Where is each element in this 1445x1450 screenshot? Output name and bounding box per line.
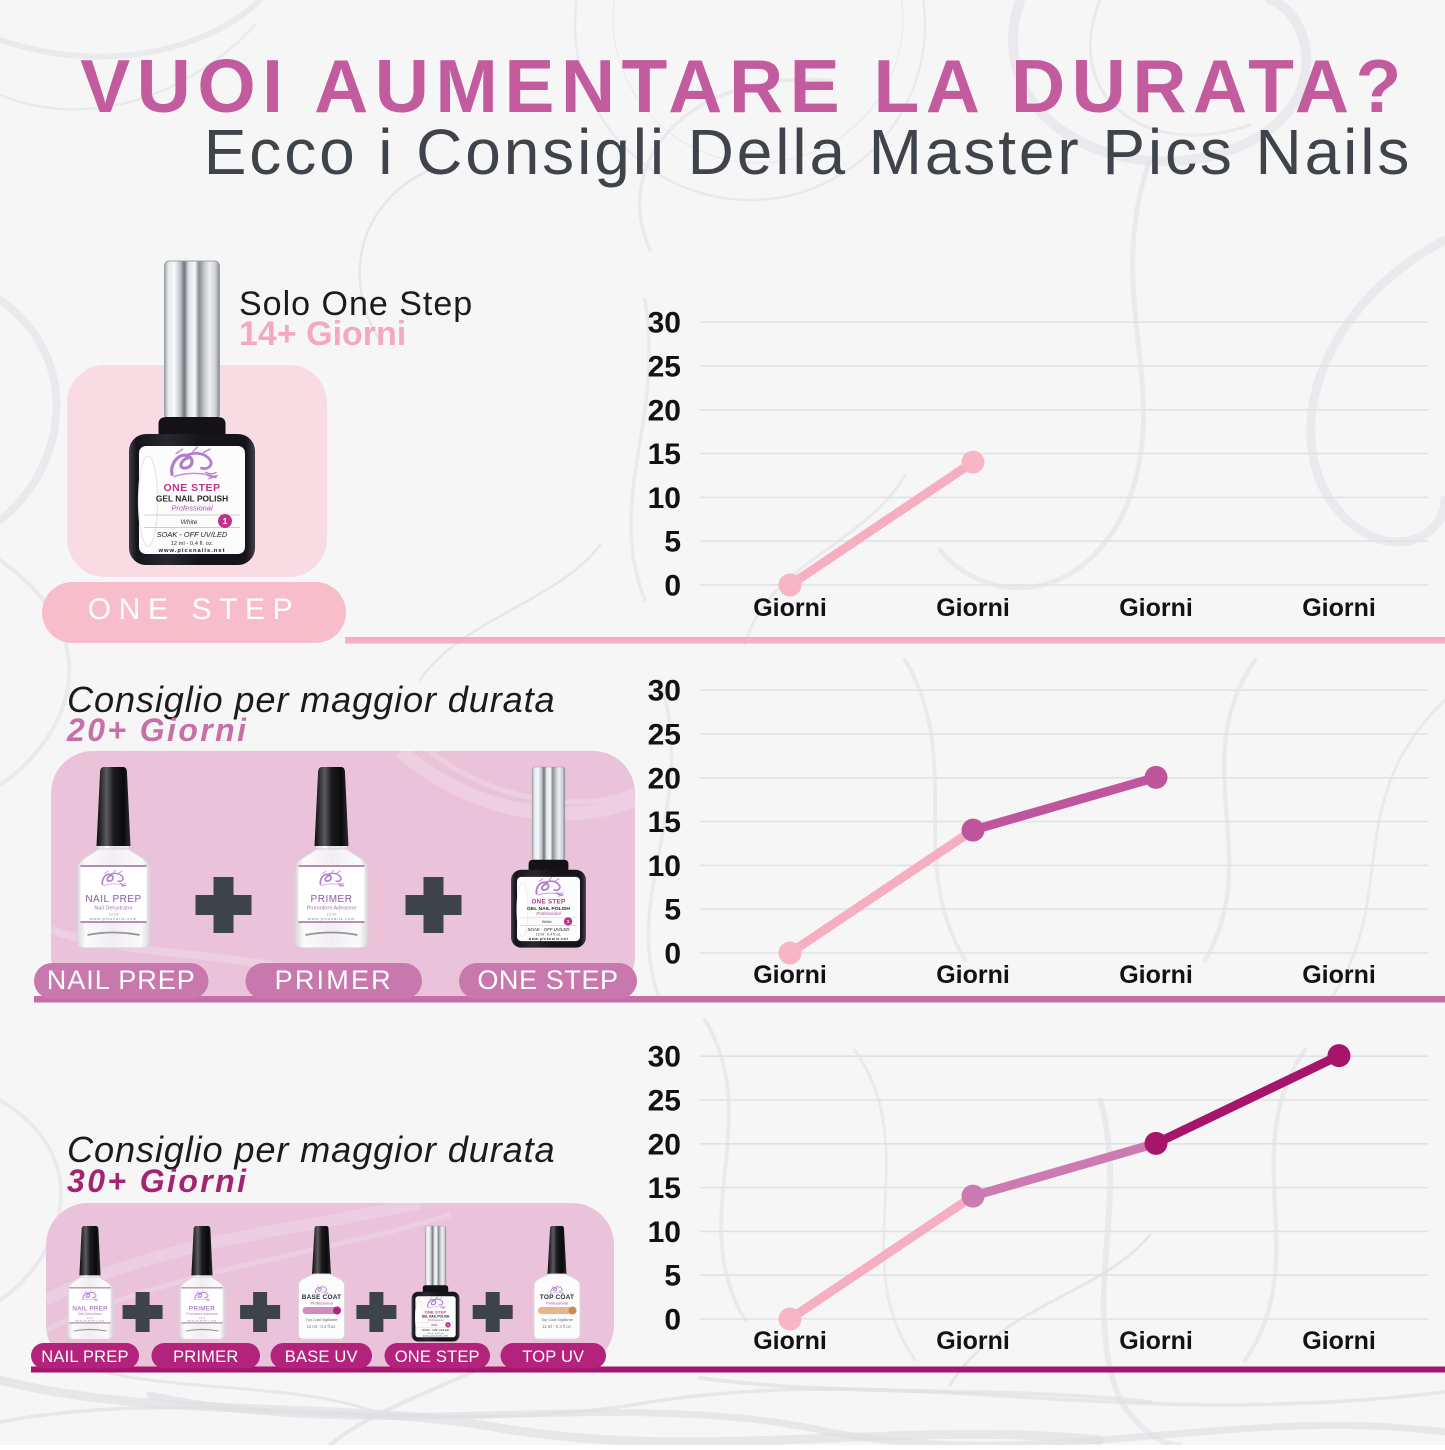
svg-text:Professional: Professional (428, 1318, 444, 1322)
svg-text:Professional: Professional (310, 1301, 332, 1306)
svg-text:5: 5 (664, 526, 681, 559)
svg-text:12 ml - 0,4 fl. oz.: 12 ml - 0,4 fl. oz. (536, 933, 561, 937)
svg-text:PRIMER: PRIMER (189, 1305, 215, 1312)
svg-text:0: 0 (664, 570, 681, 603)
svg-text:White: White (542, 920, 552, 924)
svg-text:SOAK - OFF UV/LED: SOAK - OFF UV/LED (528, 927, 571, 932)
svg-text:Giorni: Giorni (1302, 1327, 1376, 1355)
svg-text:12 ml - 0,4 fl. oz.: 12 ml - 0,4 fl. oz. (427, 1333, 444, 1335)
svg-text:www.picsnails.net: www.picsnails.net (528, 937, 569, 941)
svg-text:NAIL PREP: NAIL PREP (41, 1348, 128, 1366)
svg-text:Nail Dehydrator: Nail Dehydrator (78, 1312, 103, 1316)
svg-text:NAIL PREP: NAIL PREP (47, 965, 196, 995)
svg-text:ONE STEP: ONE STEP (88, 593, 301, 626)
svg-text:GEL NAIL POLISH: GEL NAIL POLISH (156, 494, 228, 504)
svg-text:BASE UV: BASE UV (285, 1348, 358, 1366)
svg-text:10: 10 (648, 1216, 681, 1249)
svg-text:15: 15 (648, 806, 681, 839)
svg-text:White: White (431, 1324, 438, 1327)
svg-text:0: 0 (664, 938, 681, 971)
svg-text:20: 20 (648, 394, 681, 427)
svg-text:15: 15 (648, 438, 681, 471)
svg-text:Consiglio per maggior durata: Consiglio per maggior durata (67, 679, 555, 720)
svg-text:NAIL PREP: NAIL PREP (72, 1305, 107, 1312)
svg-text:12 ml - 0,4 fl.oz.: 12 ml - 0,4 fl.oz. (307, 1324, 337, 1329)
svg-text:12 ml - 0,4 fl.oz.: 12 ml - 0,4 fl.oz. (542, 1324, 572, 1329)
svg-text:Giorni: Giorni (936, 1327, 1010, 1355)
svg-text:14+ Giorni: 14+ Giorni (239, 315, 406, 353)
svg-text:Consiglio per maggior durata: Consiglio per maggior durata (67, 1129, 555, 1170)
svg-text:Giorni: Giorni (1119, 961, 1193, 989)
svg-text:12 ml: 12 ml (87, 1317, 94, 1320)
svg-text:Ecco i Consigli Della Master P: Ecco i Consigli Della Master Pics Nails (204, 116, 1413, 188)
svg-text:Giorni: Giorni (936, 594, 1010, 622)
svg-text:ONE STEP: ONE STEP (532, 899, 566, 906)
svg-text:SOAK - OFF UV/LED: SOAK - OFF UV/LED (157, 530, 228, 539)
svg-text:5: 5 (664, 894, 681, 927)
svg-text:1: 1 (567, 919, 570, 925)
svg-text:NAIL PREP: NAIL PREP (85, 894, 141, 905)
svg-text:VUOI AUMENTARE LA DURATA?: VUOI AUMENTARE LA DURATA? (80, 44, 1408, 128)
svg-text:Nail Dehydrator: Nail Dehydrator (94, 906, 132, 912)
svg-text:30: 30 (648, 675, 681, 708)
svg-text:www.picsnails.net: www.picsnails.net (423, 1335, 448, 1338)
svg-text:30+ Giorni: 30+ Giorni (67, 1163, 248, 1199)
svg-text:12 ml - 0,4 fl. oz.: 12 ml - 0,4 fl. oz. (171, 541, 214, 547)
svg-text:ONE STEP: ONE STEP (395, 1348, 480, 1366)
svg-text:www.picsnails.com: www.picsnails.com (90, 916, 137, 921)
svg-text:Professional: Professional (536, 911, 562, 916)
svg-text:Top Coat Sigillante: Top Coat Sigillante (541, 1318, 573, 1322)
svg-text:ONE STEP: ONE STEP (163, 482, 220, 494)
svg-text:12 ml: 12 ml (109, 912, 119, 917)
svg-text:Giorni: Giorni (936, 961, 1010, 989)
svg-text:20: 20 (648, 1128, 681, 1161)
svg-text:Giorni: Giorni (753, 1327, 827, 1355)
svg-text:5: 5 (664, 1260, 681, 1293)
svg-text:Promotore Adesione: Promotore Adesione (186, 1312, 217, 1316)
svg-text:Top Coat Sigillante: Top Coat Sigillante (306, 1318, 338, 1322)
svg-text:25: 25 (648, 719, 681, 752)
svg-text:Professional: Professional (546, 1301, 568, 1306)
svg-text:1: 1 (223, 517, 228, 526)
svg-text:12 ml: 12 ml (327, 912, 337, 917)
svg-text:PRIMER: PRIMER (275, 965, 393, 995)
svg-text:Giorni: Giorni (1302, 594, 1376, 622)
svg-text:Professional: Professional (171, 504, 213, 513)
svg-text:Giorni: Giorni (1119, 594, 1193, 622)
svg-text:15: 15 (648, 1172, 681, 1205)
svg-text:Giorni: Giorni (753, 961, 827, 989)
svg-text:ONE STEP: ONE STEP (425, 1309, 447, 1314)
svg-text:GEL NAIL POLISH: GEL NAIL POLISH (422, 1314, 450, 1318)
svg-text:Giorni: Giorni (1119, 1327, 1193, 1355)
svg-text:GEL NAIL POLISH: GEL NAIL POLISH (527, 906, 570, 912)
svg-text:BASE COAT: BASE COAT (302, 1294, 342, 1301)
svg-text:25: 25 (648, 351, 681, 384)
svg-text:20: 20 (648, 762, 681, 795)
svg-text:www.picsnails.com: www.picsnails.com (75, 1320, 104, 1323)
svg-text:TOP COAT: TOP COAT (540, 1294, 574, 1301)
svg-text:20+ Giorni: 20+ Giorni (66, 712, 248, 748)
svg-text:10: 10 (648, 850, 681, 883)
svg-text:PRIMER: PRIMER (173, 1348, 238, 1366)
svg-text:White: White (181, 519, 198, 526)
svg-text:25: 25 (648, 1085, 681, 1118)
svg-text:30: 30 (648, 307, 681, 340)
svg-text:www.picsnails.net: www.picsnails.net (157, 548, 225, 554)
svg-text:SOAK - OFF UV/LED: SOAK - OFF UV/LED (422, 1328, 449, 1332)
svg-text:PRIMER: PRIMER (311, 894, 353, 905)
svg-text:Promotore Adesione: Promotore Adesione (307, 906, 357, 912)
svg-text:12 ml: 12 ml (199, 1317, 206, 1320)
svg-text:30: 30 (648, 1041, 681, 1074)
svg-text:TOP UV: TOP UV (522, 1348, 584, 1366)
svg-text:10: 10 (648, 482, 681, 515)
svg-text:0: 0 (664, 1304, 681, 1337)
svg-text:Solo One Step: Solo One Step (239, 285, 473, 323)
svg-text:www.picsnails.com: www.picsnails.com (308, 916, 355, 921)
svg-text:Giorni: Giorni (1302, 961, 1376, 989)
svg-text:www.picsnails.com: www.picsnails.com (187, 1320, 216, 1323)
svg-text:1: 1 (447, 1323, 449, 1327)
svg-text:Giorni: Giorni (753, 594, 827, 622)
svg-text:ONE STEP: ONE STEP (477, 965, 618, 995)
